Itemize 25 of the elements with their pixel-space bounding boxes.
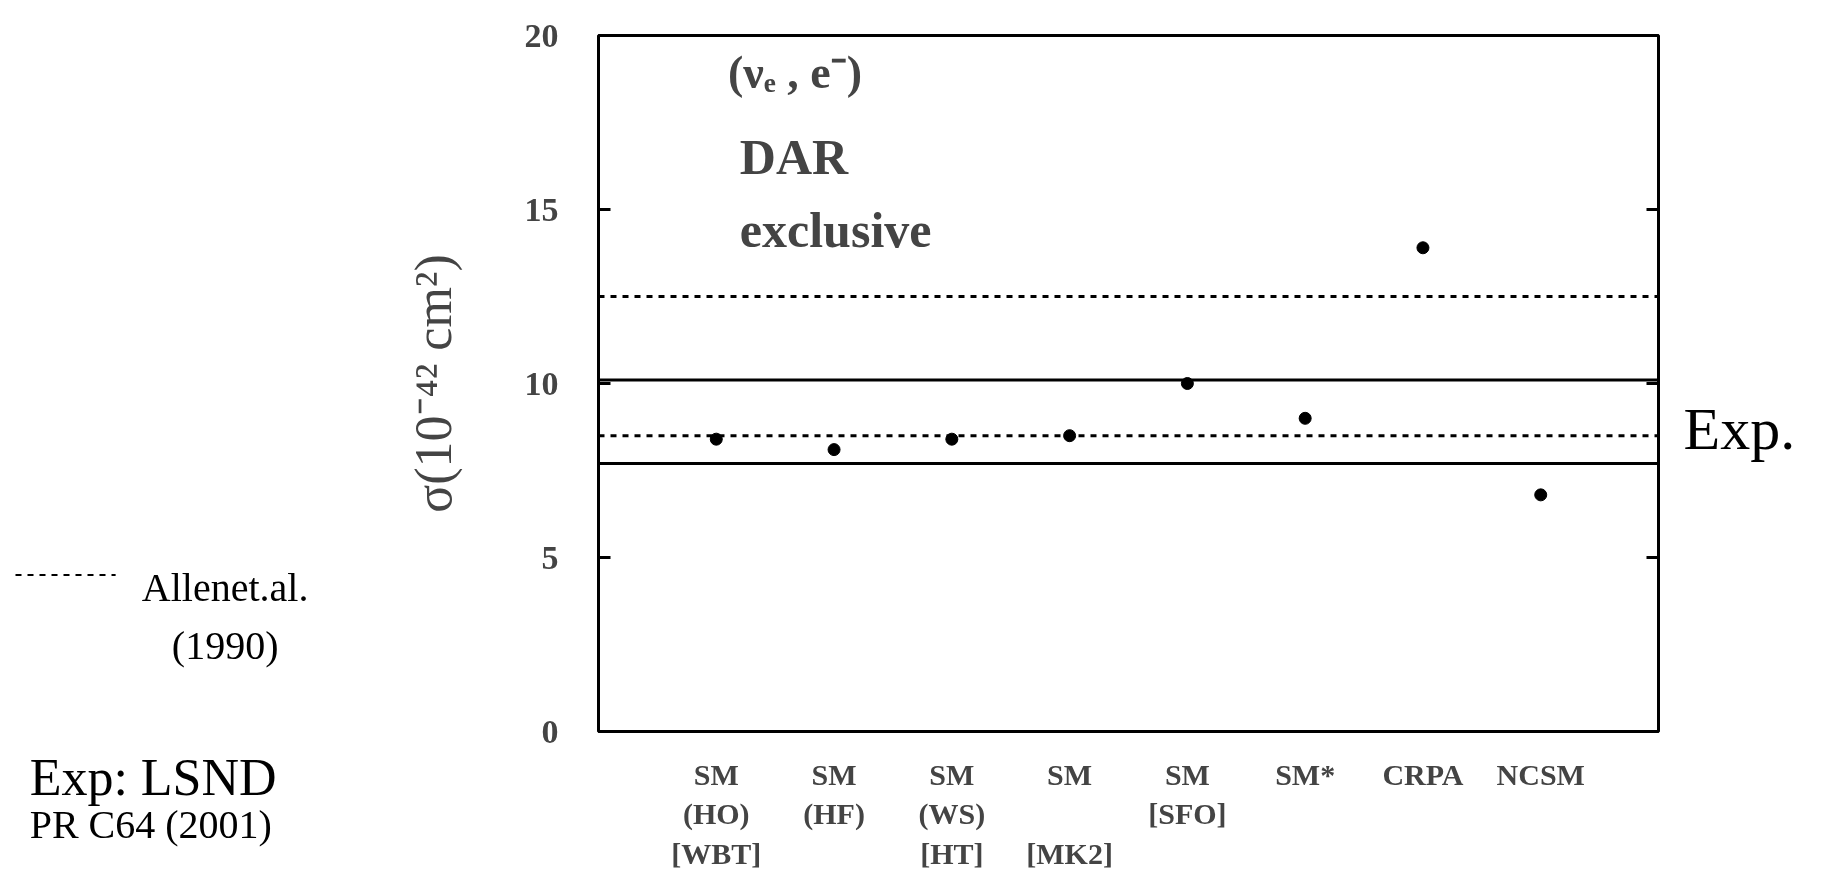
y-tick-label: 15: [524, 190, 559, 228]
annotation: exclusive: [739, 202, 932, 259]
y-axis-title: σ(10⁻⁴² cm²): [404, 254, 463, 513]
legend-label: Allenet.al. (1990): [141, 564, 309, 669]
x-tick-label: SM (HO) [WBT]: [671, 757, 762, 870]
point: [1298, 411, 1312, 425]
point: [827, 443, 841, 457]
annotation: DAR: [739, 129, 850, 186]
ref-line-label: Exp.: [1683, 395, 1796, 462]
point: [1416, 241, 1430, 255]
x-tick-label: SM (WS) [HT]: [918, 757, 986, 870]
y-tick-label: 20: [524, 16, 559, 54]
point: [709, 432, 723, 446]
x-tick-label: NCSM: [1496, 757, 1585, 791]
y-tick-label: 5: [541, 538, 559, 576]
x-tick-label: CRPA: [1382, 757, 1464, 791]
point: [1063, 429, 1077, 443]
y-tick-label: 10: [524, 364, 559, 402]
point: [1534, 488, 1548, 502]
x-tick-label: SM [SFO]: [1148, 757, 1227, 831]
category-label: SM [MK2]: [1026, 757, 1113, 870]
x-tick-label: SM (HF): [803, 757, 865, 832]
y-tick-label: 0: [541, 712, 559, 750]
x-tick-label: SM*: [1275, 757, 1336, 791]
annotation: (νₑ , e⁻): [728, 47, 863, 99]
